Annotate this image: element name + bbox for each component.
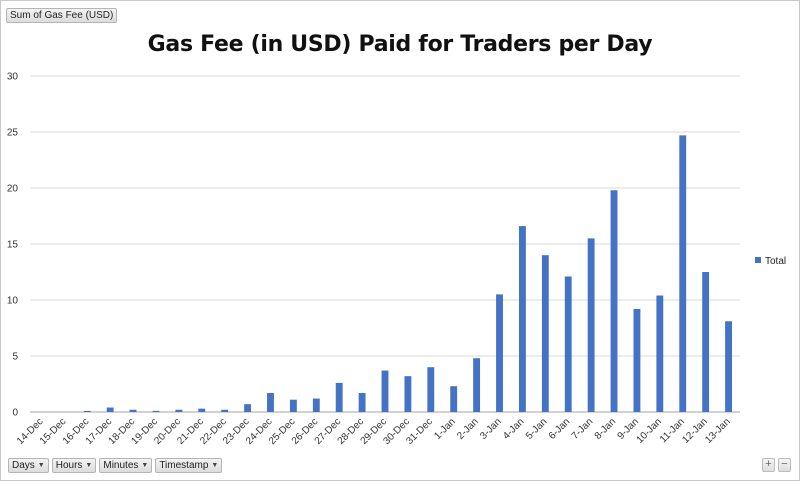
bar-23-Dec[interactable]	[244, 404, 252, 412]
x-tick-label: 7-Jan	[570, 416, 595, 441]
x-tick-label: 31-Dec	[404, 416, 435, 447]
bar-31-Dec[interactable]	[427, 367, 435, 412]
bar-22-Dec[interactable]	[221, 409, 229, 412]
axis-field-minutes-label: Minutes	[103, 460, 139, 471]
axis-field-days-button[interactable]: Days ▼	[8, 458, 49, 473]
bar-3-Jan[interactable]	[496, 294, 503, 412]
x-tick-label: 3-Jan	[478, 416, 503, 441]
x-tick-label: 5-Jan	[524, 416, 549, 441]
dropdown-arrow-icon: ▼	[141, 462, 149, 469]
bar-25-Dec[interactable]	[289, 399, 297, 412]
bar-24-Dec[interactable]	[267, 392, 274, 412]
x-tick-label: 10-Jan	[635, 416, 664, 445]
bar-10-Jan[interactable]	[656, 295, 664, 412]
expand-field-button[interactable]: +	[762, 458, 775, 472]
bar-13-Jan[interactable]	[725, 321, 732, 412]
bar-9-Jan[interactable]	[633, 308, 641, 412]
x-tick-label: 1-Jan	[432, 416, 457, 441]
bar-27-Dec[interactable]	[335, 382, 343, 412]
chart-title: Gas Fee (in USD) Paid for Traders per Da…	[147, 32, 653, 57]
axis-field-hours-button[interactable]: Hours ▼	[51, 458, 97, 473]
y-tick-label: 20	[7, 184, 19, 195]
value-field-label: Sum of Gas Fee (USD)	[10, 10, 114, 21]
bar-4-Jan[interactable]	[518, 226, 526, 412]
collapse-field-button[interactable]: −	[778, 458, 791, 472]
bar-18-Dec[interactable]	[129, 409, 137, 412]
y-tick-label: 30	[7, 72, 19, 83]
bar-21-Dec[interactable]	[198, 408, 206, 412]
y-tick-label: 10	[7, 296, 19, 307]
bar-8-Jan[interactable]	[610, 190, 618, 412]
bar-20-Dec[interactable]	[175, 409, 183, 412]
bar-1-Jan[interactable]	[450, 386, 458, 412]
bar-19-Dec[interactable]	[152, 410, 160, 412]
value-field-button[interactable]: Sum of Gas Fee (USD)	[6, 8, 118, 23]
y-tick-label: 5	[12, 352, 18, 363]
bar-17-Dec[interactable]	[106, 407, 114, 412]
x-tick-label: 2-Jan	[455, 416, 480, 441]
dropdown-arrow-icon: ▼	[211, 462, 219, 469]
bar-29-Dec[interactable]	[381, 370, 389, 412]
x-tick-label: 8-Jan	[593, 416, 618, 441]
bar-11-Jan[interactable]	[679, 135, 687, 413]
axis-field-timestamp-button[interactable]: Timestamp ▼	[155, 458, 223, 473]
dropdown-arrow-icon: ▼	[37, 462, 45, 469]
bar-30-Dec[interactable]	[404, 376, 412, 412]
bar-16-Dec[interactable]	[83, 410, 91, 412]
x-tick-label: 13-Jan	[703, 416, 732, 445]
bar-26-Dec[interactable]	[312, 398, 320, 412]
zoom-buttons: + −	[762, 458, 791, 472]
axis-field-buttons: Days ▼ Hours ▼ Minutes ▼ Timestamp ▼	[8, 458, 223, 473]
x-tick-label: 4-Jan	[501, 416, 526, 441]
axis-field-timestamp-label: Timestamp	[159, 460, 209, 471]
axis-field-hours-label: Hours	[55, 460, 83, 471]
axis-field-minutes-button[interactable]: Minutes ▼	[99, 458, 153, 473]
y-tick-label: 15	[7, 240, 19, 251]
bar-7-Jan[interactable]	[587, 238, 595, 412]
legend-label: Total	[765, 256, 786, 267]
bar-6-Jan[interactable]	[564, 276, 572, 412]
axis-field-days-label: Days	[12, 460, 35, 471]
bar-5-Jan[interactable]	[541, 255, 549, 412]
y-tick-label: 0	[12, 408, 18, 419]
bar-28-Dec[interactable]	[358, 392, 366, 412]
legend-swatch	[755, 257, 761, 263]
y-tick-label: 25	[7, 128, 19, 139]
dropdown-arrow-icon: ▼	[85, 462, 93, 469]
x-tick-label: 6-Jan	[547, 416, 572, 441]
bar-2-Jan[interactable]	[473, 358, 481, 412]
bar-12-Jan[interactable]	[702, 272, 710, 412]
